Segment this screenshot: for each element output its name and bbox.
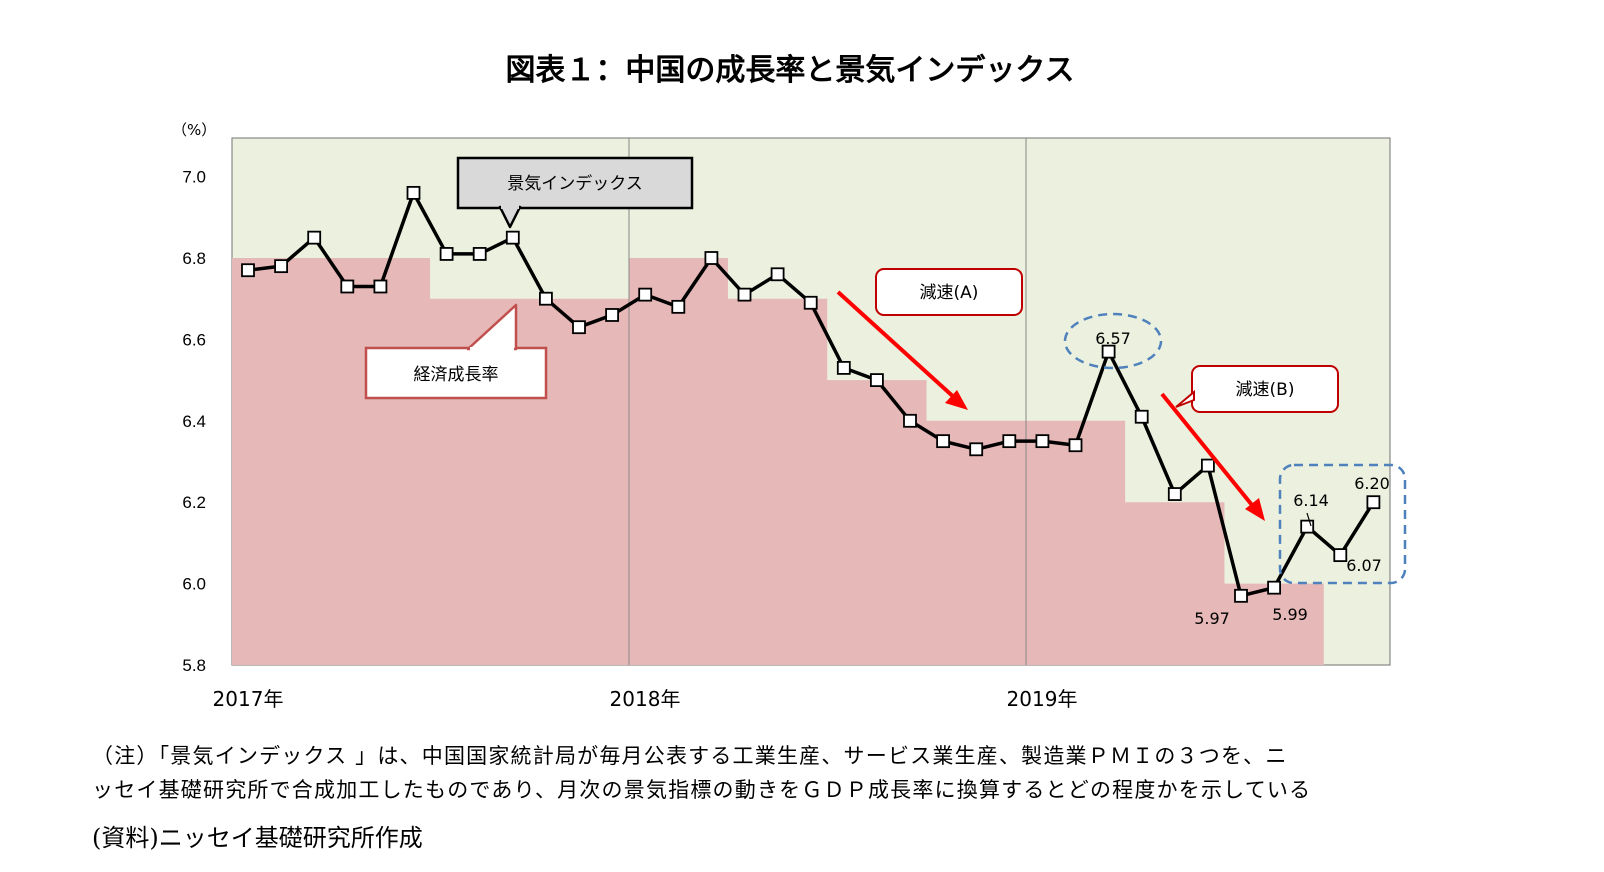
index-marker bbox=[605, 308, 619, 322]
data-label-5-97: 5.97 bbox=[1194, 609, 1230, 628]
y-tick-label: 5.8 bbox=[182, 656, 206, 675]
gdp-callout-label: 経済成長率 bbox=[414, 365, 499, 385]
index-marker bbox=[1134, 409, 1149, 424]
note-line-2: ッセイ基礎研究所で合成加工したものであり、月次の景気指標の動きをＧＤＰ成長率に換… bbox=[92, 778, 1312, 802]
index-marker bbox=[836, 360, 851, 375]
index-callout: 景気インデックス bbox=[456, 156, 694, 229]
index-marker bbox=[539, 291, 553, 306]
data-label-6-07: 6.07 bbox=[1346, 556, 1382, 575]
data-label-6-57: 6.57 bbox=[1095, 329, 1131, 348]
recent-highlight bbox=[1278, 463, 1407, 585]
index-marker bbox=[373, 279, 388, 294]
index-marker bbox=[1035, 434, 1050, 449]
index-callout-label: 景気インデックス bbox=[507, 173, 643, 194]
y-unit-label: （%） bbox=[172, 121, 216, 139]
index-marker bbox=[737, 287, 752, 302]
index-marker bbox=[1366, 495, 1381, 510]
x-label-2017: 2017年 bbox=[213, 687, 284, 711]
y-tick-label: 6.4 bbox=[182, 412, 206, 431]
index-marker bbox=[340, 279, 355, 294]
index-marker bbox=[936, 434, 950, 449]
chart-title: 図表１：中国の成長率と景気インデックス bbox=[505, 53, 1074, 88]
index-marker bbox=[572, 320, 586, 335]
index-marker bbox=[307, 230, 322, 245]
index-marker bbox=[406, 185, 421, 200]
index-marker bbox=[274, 259, 289, 274]
index-marker bbox=[1267, 580, 1281, 595]
index-marker bbox=[1300, 519, 1315, 534]
note-line-1: （注）「景気インデックス 」は、中国国家統計局が毎月公表する工業生産、サービス業… bbox=[92, 744, 1288, 768]
y-tick-label: 6.0 bbox=[182, 575, 206, 594]
index-marker bbox=[472, 247, 487, 261]
index-marker bbox=[505, 230, 520, 245]
data-label-6-14: 6.14 bbox=[1293, 491, 1329, 510]
index-marker bbox=[803, 295, 818, 310]
y-tick-label: 6.8 bbox=[182, 249, 206, 268]
index-marker bbox=[704, 251, 719, 265]
index-marker bbox=[903, 413, 917, 428]
index-marker bbox=[1234, 588, 1248, 603]
index-marker bbox=[241, 263, 255, 278]
peak-highlight bbox=[1063, 312, 1163, 370]
data-label-6-20: 6.20 bbox=[1354, 474, 1390, 493]
index-marker bbox=[1333, 548, 1348, 563]
y-tick-label: 6.6 bbox=[182, 330, 206, 349]
index-marker bbox=[1068, 438, 1083, 453]
index-marker bbox=[671, 299, 686, 314]
data-label-5-99: 5.99 bbox=[1272, 605, 1308, 624]
index-marker bbox=[1002, 434, 1017, 449]
gdp-callout: 経済成長率 bbox=[364, 303, 548, 400]
y-tick-label: 7.0 bbox=[182, 168, 206, 187]
index-marker bbox=[1101, 344, 1116, 359]
x-label-2019: 2019年 bbox=[1007, 687, 1078, 711]
index-marker bbox=[870, 373, 884, 388]
y-tick-label: 6.2 bbox=[182, 493, 206, 512]
y-axis: 5.8 6.0 6.2 6.4 6.6 6.8 7.0 bbox=[182, 168, 206, 675]
decel-b-annotation: 減速(B) bbox=[1160, 365, 1339, 521]
index-marker bbox=[770, 267, 785, 282]
decel-a-annotation: 減速(A) bbox=[836, 268, 1023, 410]
index-marker bbox=[638, 287, 653, 302]
index-marker bbox=[969, 442, 984, 457]
index-marker bbox=[1201, 458, 1215, 473]
x-label-2018: 2018年 bbox=[610, 687, 681, 711]
label-pointer-6-14 bbox=[1306, 512, 1312, 527]
decel-a-label: 減速(A) bbox=[920, 283, 979, 303]
index-marker bbox=[1167, 487, 1182, 501]
index-marker bbox=[439, 247, 454, 261]
source-note: (資料)ニッセイ基礎研究所作成 bbox=[92, 824, 423, 852]
decel-b-label: 減速(B) bbox=[1236, 380, 1295, 400]
index-markers bbox=[241, 185, 1381, 603]
